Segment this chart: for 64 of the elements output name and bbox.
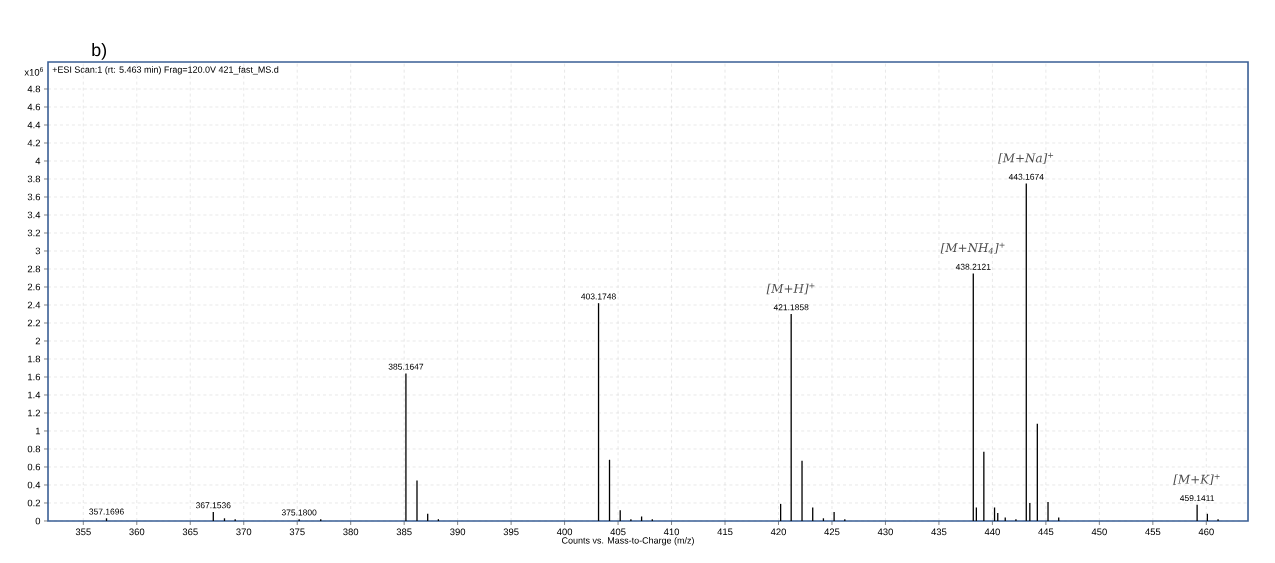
y-tick-label: 0.4 — [27, 481, 41, 489]
x-tick-label: 395 — [503, 528, 519, 536]
y-tick-label: 3.8 — [27, 175, 41, 183]
x-axis-title: Counts vs. Mass-to-Charge (m/z) — [562, 537, 694, 546]
y-tick-label: 2.6 — [27, 283, 41, 291]
y-tick-label: 3 — [35, 247, 41, 255]
annotation: [M+H]$^{+}$ — [766, 283, 815, 295]
x-tick-label: 425 — [824, 528, 840, 536]
x-tick-label: 385 — [396, 528, 412, 536]
y-tick-label: 2.8 — [27, 265, 41, 273]
x-tick-label: 400 — [556, 528, 573, 536]
y-tick-label: 1.8 — [28, 355, 41, 363]
text: b) — [92, 43, 107, 60]
annotation: 357.1696 — [89, 508, 124, 515]
x-tick-label: 445 — [1038, 528, 1054, 536]
y-tick-label: 0.6 — [27, 463, 41, 471]
y-tick-label: 0.8 — [27, 445, 41, 453]
annotation: [M+Na]$^{+}$ — [998, 152, 1054, 164]
x-tick-label: 355 — [75, 528, 91, 536]
x-tick-label: 435 — [931, 528, 947, 536]
annotation: [M+NH$_{4}$]$^{+}$ — [940, 242, 1005, 254]
annotation: 459.1411 — [1179, 495, 1215, 502]
x-tick-label: 370 — [236, 528, 252, 536]
x-tick-label: 410 — [663, 528, 680, 536]
y-tick-label: 4.2 — [27, 139, 41, 147]
y-tick-label: 2.2 — [27, 319, 41, 327]
y-axis-title: x10$^{6}$ — [24, 67, 44, 76]
annotation: 403.1748 — [581, 293, 616, 300]
y-tick-label: 3.4 — [27, 211, 41, 219]
x-tick-label: 460 — [1198, 528, 1214, 536]
chart-title: +ESI Scan:1 (rt: 5.463 min) Frag=120.0V 421_fast_MS.d — [52, 66, 279, 75]
y-tick-label: 4.6 — [27, 103, 41, 111]
x-tick-label: 440 — [984, 528, 1000, 536]
annotation: 367.1536 — [195, 502, 231, 509]
y-tick-label: 1.2 — [28, 409, 41, 417]
x-tick-label: 390 — [450, 528, 466, 536]
annotation: 375.1800 — [281, 509, 317, 516]
x-tick-label: 455 — [1145, 528, 1161, 536]
x-tick-label: 420 — [770, 528, 787, 536]
y-tick-label: 1 — [35, 427, 41, 435]
y-tick-label: 3.2 — [27, 229, 41, 237]
y-tick-label: 1.4 — [28, 391, 41, 399]
x-tick-label: 415 — [717, 528, 733, 536]
y-tick-label: 2 — [35, 337, 41, 345]
y-tick-label: 4.4 — [27, 121, 41, 129]
annotation: 421.1858 — [773, 304, 809, 311]
y-tick-label: 0 — [35, 517, 41, 525]
y-tick-label: 1.6 — [28, 373, 41, 381]
y-tick-label: 4 — [35, 157, 41, 165]
x-tick-label: 450 — [1091, 528, 1107, 536]
y-tick-label: 2.4 — [27, 301, 41, 309]
x-tick-label: 430 — [877, 528, 893, 536]
annotation: 443.1674 — [1008, 173, 1044, 180]
x-tick-label: 360 — [129, 528, 145, 536]
x-tick-label: 380 — [343, 528, 359, 536]
y-tick-label: 3.6 — [27, 193, 41, 201]
x-tick-label: 405 — [610, 528, 626, 536]
y-tick-label: 4.8 — [27, 85, 41, 93]
y-tick-label: 0.2 — [27, 499, 41, 507]
annotation: 438.2121 — [955, 263, 991, 270]
x-tick-label: 375 — [289, 528, 305, 536]
x-tick-label: 365 — [182, 528, 198, 536]
annotation: [M+K]$^{+}$ — [1173, 474, 1220, 486]
annotation: 385.1647 — [388, 363, 424, 370]
